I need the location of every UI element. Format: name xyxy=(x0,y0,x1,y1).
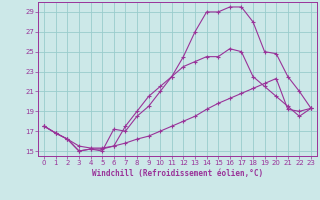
X-axis label: Windchill (Refroidissement éolien,°C): Windchill (Refroidissement éolien,°C) xyxy=(92,169,263,178)
